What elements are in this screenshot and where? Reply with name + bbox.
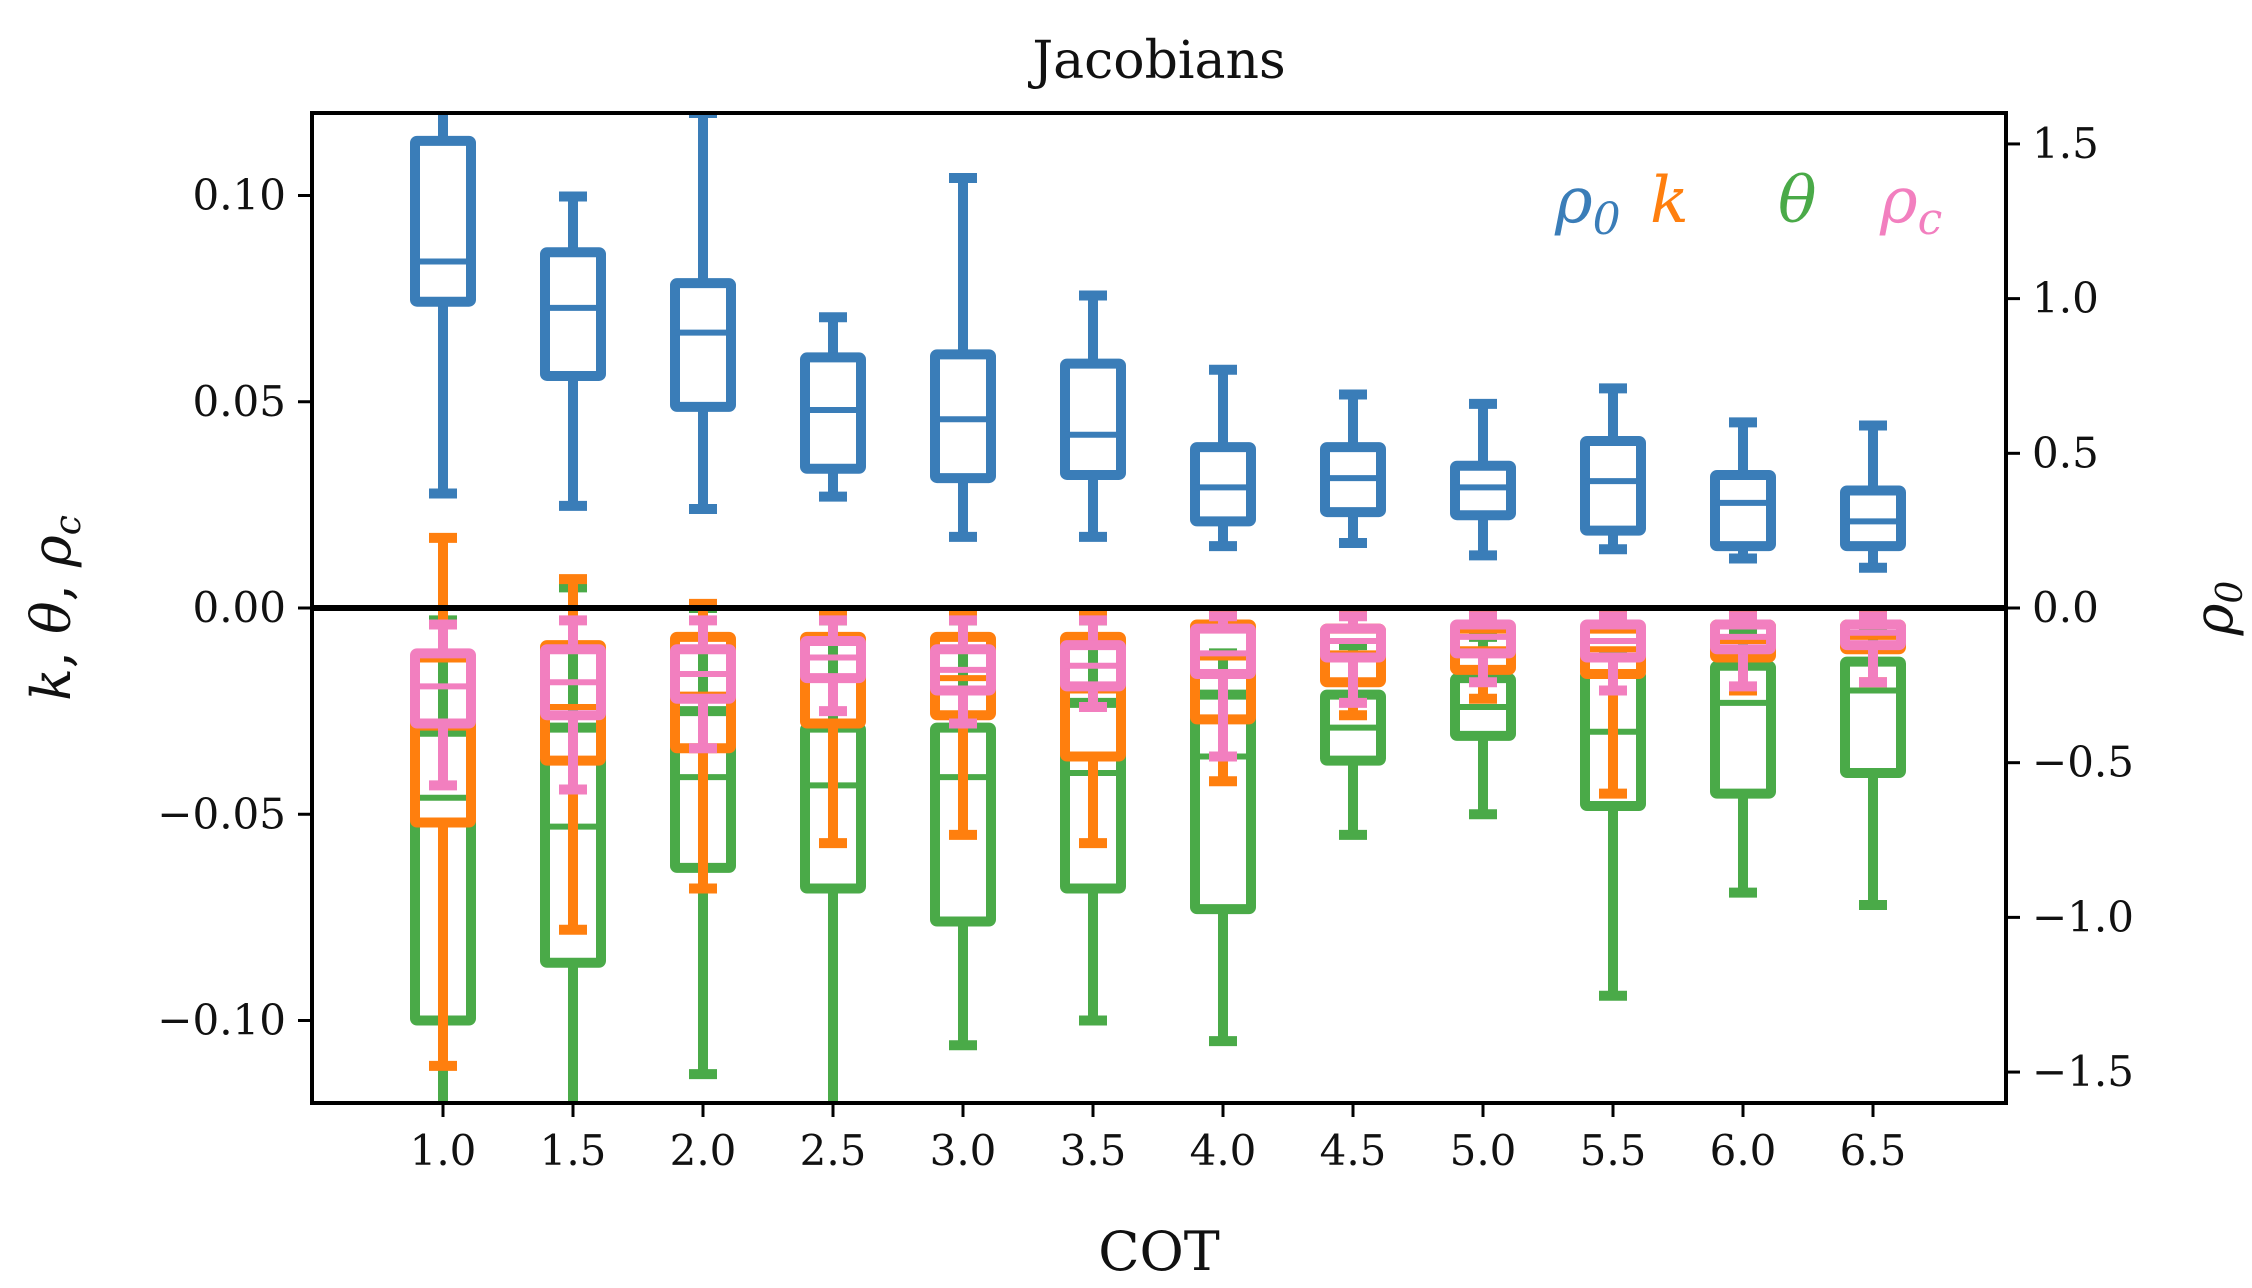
right-tick-label: 1.5	[2032, 119, 2099, 168]
box-body	[1580, 435, 1646, 536]
series-2	[410, 611, 1906, 795]
right-tick-label: −1.5	[2032, 1047, 2134, 1096]
box-body	[670, 278, 736, 412]
box-body	[1840, 485, 1906, 552]
box-3-6	[1190, 364, 1256, 552]
box-body	[1060, 358, 1126, 480]
left-y-axis-label: k, θ, ρc	[20, 515, 89, 701]
box-body	[410, 135, 476, 307]
box-2-8	[1450, 611, 1516, 688]
x-tick-label: 1.0	[410, 1126, 477, 1175]
box-body	[540, 247, 606, 381]
box-2-3	[800, 615, 866, 717]
box-3-3	[800, 312, 866, 502]
box-2-1	[540, 615, 606, 795]
x-axis-label: COT	[1098, 1220, 1220, 1283]
right-tick-label: 0.0	[2032, 583, 2099, 632]
series-3	[410, 113, 1906, 573]
box-3-0	[410, 113, 476, 499]
left-tick-label: −0.05	[157, 789, 286, 838]
right-tick-label: 0.5	[2032, 428, 2099, 477]
box-2-5	[1060, 615, 1126, 712]
box-body	[800, 352, 866, 474]
x-tick-label: 2.5	[800, 1126, 867, 1175]
x-tick-label: 1.5	[540, 1126, 607, 1175]
box-3-8	[1450, 398, 1516, 561]
box-body	[930, 349, 996, 484]
box-3-1	[540, 191, 606, 511]
box-2-9	[1580, 611, 1646, 696]
legend-entry: ρ0	[1554, 164, 1621, 245]
box-3-7	[1320, 389, 1386, 549]
legend-entry: k	[1650, 164, 1689, 238]
left-y-axis-ticks: −0.10 −0.05 0.00 0.05 0.10	[157, 171, 312, 1045]
legend-entry: ρc	[1879, 164, 1942, 245]
chart-title: Jacobians	[1027, 31, 1285, 91]
box-2-4	[930, 615, 996, 729]
box-body	[1450, 460, 1516, 521]
x-tick-label: 4.5	[1320, 1126, 1387, 1175]
left-tick-label: 0.10	[192, 171, 286, 220]
right-tick-label: −1.0	[2032, 892, 2134, 941]
x-tick-label: 3.5	[1060, 1126, 1127, 1175]
box-2-2	[670, 615, 736, 754]
right-tick-label: 1.0	[2032, 274, 2099, 323]
box-3-5	[1060, 290, 1126, 542]
x-tick-label: 5.0	[1450, 1126, 1517, 1175]
box-3-4	[930, 172, 996, 542]
x-tick-label: 6.0	[1710, 1126, 1777, 1175]
box-3-10	[1710, 417, 1776, 564]
box-2-6	[1190, 611, 1256, 762]
x-tick-label: 6.5	[1840, 1126, 1907, 1175]
box-3-2	[670, 113, 736, 514]
box-2-7	[1320, 611, 1386, 708]
left-tick-label: 0.00	[192, 583, 286, 632]
box-2-0	[410, 619, 476, 791]
right-y-axis-label: ρ0	[2182, 581, 2251, 637]
x-tick-label: 5.5	[1580, 1126, 1647, 1175]
x-tick-label: 2.0	[670, 1126, 737, 1175]
left-tick-label: 0.05	[192, 377, 286, 426]
right-y-axis-ticks: −1.5 −1.0 −0.5 0.0 0.5 1.0 1.5	[2006, 119, 2134, 1096]
series-0	[410, 582, 1906, 1103]
series-1	[410, 532, 1906, 1071]
box-body	[1710, 469, 1776, 552]
x-tick-label: 3.0	[930, 1126, 997, 1175]
box-3-11	[1840, 420, 1906, 573]
box-3-9	[1580, 383, 1646, 555]
box-body	[1190, 442, 1256, 527]
box-2-11	[1840, 611, 1906, 688]
box-1-0	[410, 532, 476, 1071]
legend-entry: θ	[1778, 164, 1817, 238]
box-plot-layer	[410, 113, 1906, 1103]
right-tick-label: −0.5	[2032, 738, 2134, 787]
legend: ρ0 k θ ρc	[1554, 164, 1942, 245]
x-tick-label: 4.0	[1190, 1126, 1257, 1175]
left-tick-label: −0.10	[157, 996, 286, 1045]
box-2-10	[1710, 611, 1776, 692]
x-axis-ticks: 1.0 1.5 2.0 2.5 3.0 3.5 4.0 4.5 5.0 5.5 6.0 6.5	[410, 1103, 1907, 1175]
